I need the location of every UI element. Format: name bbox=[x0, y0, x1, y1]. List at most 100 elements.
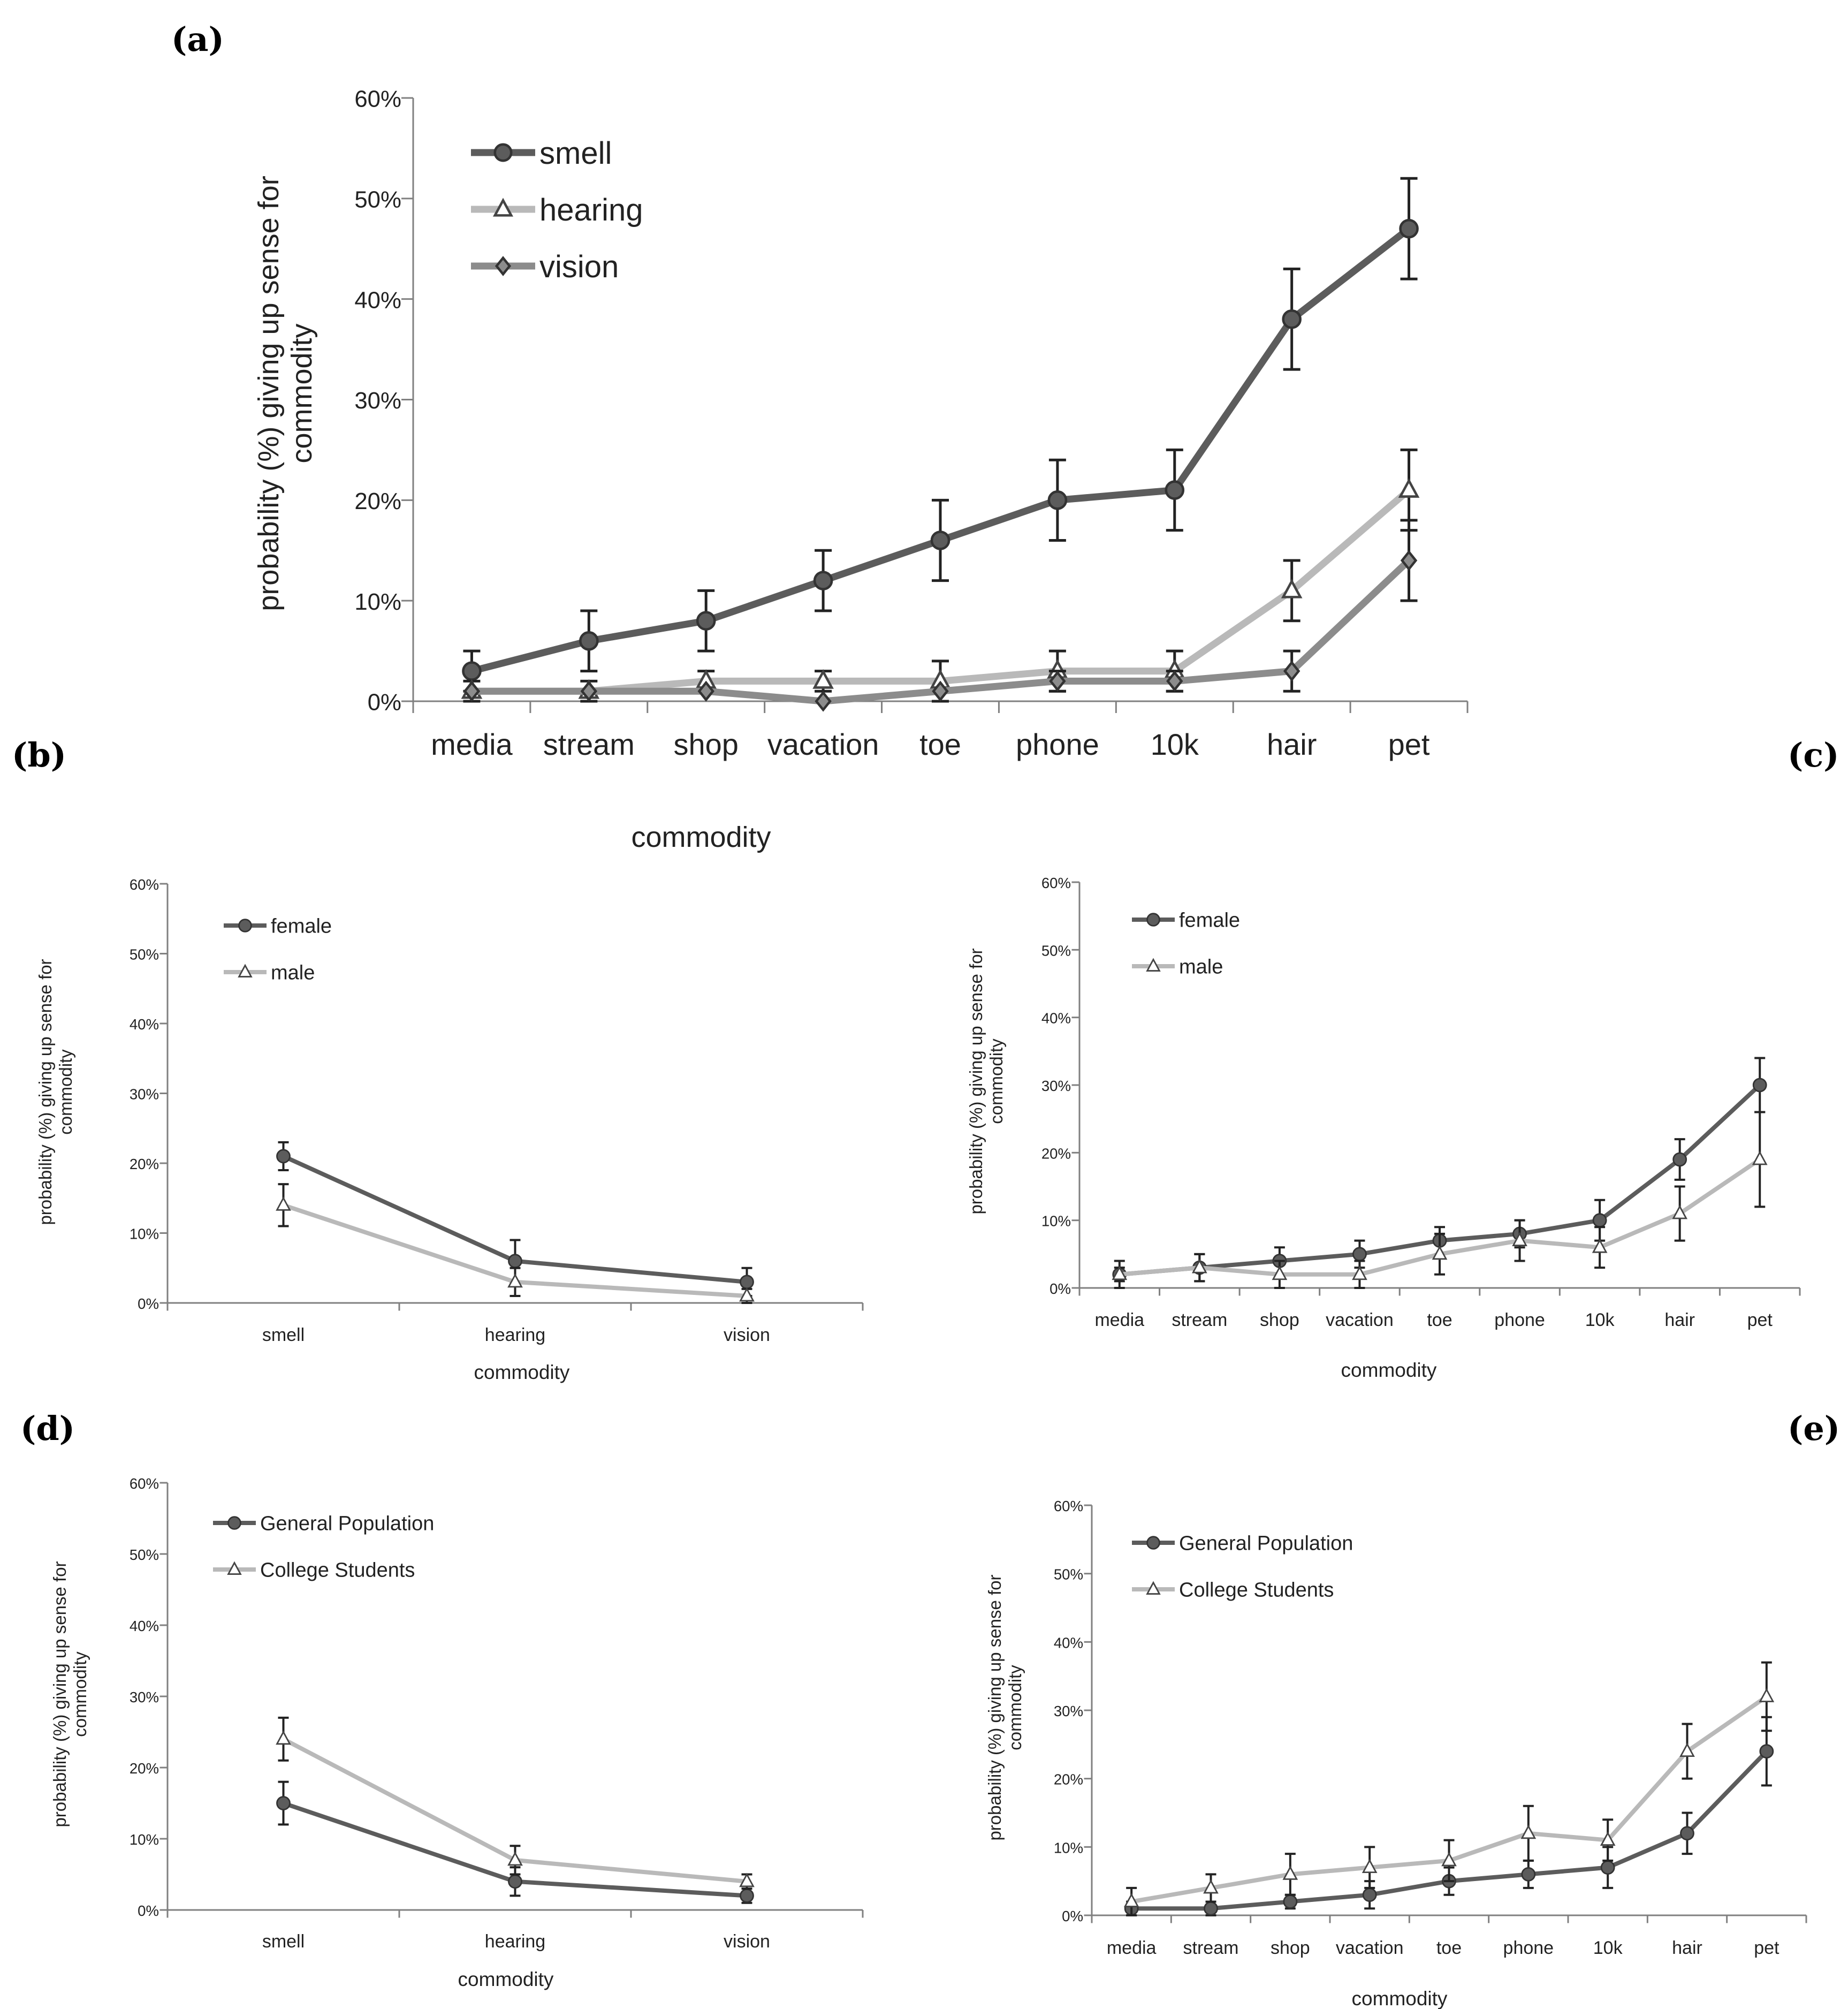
legend-label: male bbox=[1179, 956, 1223, 979]
legend-marker bbox=[1146, 913, 1160, 927]
chart-a: 0% 10% 20% 30% 40% 50% 60% media stream shop vacat… bbox=[253, 86, 1469, 853]
y-tick-label: 0% bbox=[1062, 1908, 1083, 1924]
data-point-pet bbox=[1752, 1078, 1767, 1093]
data-point-vacation bbox=[1362, 1859, 1378, 1874]
legend-item-general-population: General Population bbox=[1132, 1533, 1353, 1555]
x-tick-label-hair: hair bbox=[1267, 727, 1317, 761]
x-axis-title: commodity bbox=[1341, 1359, 1437, 1381]
y-tick-label: 10% bbox=[1054, 1839, 1083, 1856]
data-point-vacation bbox=[1352, 1265, 1367, 1280]
legend-marker bbox=[495, 256, 512, 276]
series-smell bbox=[462, 177, 1419, 693]
data-point-10k bbox=[1592, 1213, 1607, 1228]
data-point-10k bbox=[1165, 480, 1185, 500]
legend-item-college-students: College Students bbox=[1132, 1579, 1334, 1602]
chart-b: 0% 10% 20% 30% 40% 50% 60% smell hearing vision pr… bbox=[35, 876, 864, 1383]
data-point-hair bbox=[1679, 1742, 1695, 1757]
x-axis-title: commodity bbox=[474, 1361, 570, 1383]
y-tick-label: 20% bbox=[130, 1760, 159, 1777]
legend-label: female bbox=[271, 915, 332, 938]
y-tick-label: 10% bbox=[130, 1226, 159, 1242]
x-tick-label-vision: vision bbox=[724, 1931, 770, 1952]
y-tick-label: 20% bbox=[130, 1156, 159, 1172]
legend-item-female: female bbox=[1132, 909, 1240, 932]
x-tick-label-vision: vision bbox=[724, 1325, 770, 1345]
data-point-phone bbox=[1520, 1824, 1537, 1839]
x-tick-label-vacation: vacation bbox=[1336, 1938, 1404, 1958]
data-point-stream bbox=[1204, 1901, 1218, 1916]
x-tick-label-media: media bbox=[1094, 1310, 1144, 1330]
y-axis-title: probability (%) giving up sense forcommo… bbox=[253, 176, 318, 611]
x-axis-title: commodity bbox=[1352, 1988, 1448, 2009]
y-tick-label: 0% bbox=[1050, 1280, 1071, 1297]
data-point-shop bbox=[1283, 1894, 1298, 1909]
panel-label-c: (c) bbox=[1788, 736, 1839, 775]
data-point-stream bbox=[580, 680, 598, 702]
y-tick-label: 0% bbox=[138, 1902, 159, 1919]
data-point-toe bbox=[932, 680, 949, 702]
chart-d: 0% 10% 20% 30% 40% 50% 60% smell hearing vision pr… bbox=[50, 1475, 864, 1990]
data-point-pet bbox=[1400, 550, 1418, 571]
x-tick-label-vacation: vacation bbox=[767, 727, 879, 761]
legend-item-male: male bbox=[224, 962, 315, 984]
data-point-hearing bbox=[507, 1273, 523, 1288]
y-tick-label: 10% bbox=[1041, 1213, 1071, 1230]
legend-label: female bbox=[1179, 909, 1240, 932]
x-tick-label-hair: hair bbox=[1672, 1938, 1702, 1958]
data-point-pet bbox=[1752, 1150, 1768, 1165]
data-point-media bbox=[1123, 1893, 1139, 1907]
legend-marker bbox=[227, 1561, 242, 1575]
legend-item-hearing: hearing bbox=[471, 193, 643, 228]
y-axis-title: probability (%) giving up sense forcommo… bbox=[985, 1574, 1025, 1840]
data-point-smell bbox=[276, 1149, 291, 1164]
legend-marker bbox=[238, 964, 253, 977]
data-point-10k bbox=[1592, 1239, 1608, 1253]
data-point-stream bbox=[1203, 1879, 1219, 1894]
x-tick-label-pet: pet bbox=[1388, 727, 1430, 761]
y-axis-title: probability (%) giving up sense forcommo… bbox=[35, 959, 75, 1225]
x-tick-label-toe: toe bbox=[1436, 1938, 1462, 1958]
y-tick-label: 60% bbox=[130, 876, 159, 893]
legend-label: smell bbox=[539, 136, 612, 171]
x-tick-label-toe: toe bbox=[919, 727, 961, 761]
panel-label-b: (b) bbox=[12, 736, 66, 775]
x-tick-label-shop: shop bbox=[674, 727, 739, 761]
x-tick-label-hearing: hearing bbox=[485, 1325, 545, 1345]
x-tick-label-phone: phone bbox=[1016, 727, 1099, 761]
data-point-vacation bbox=[812, 669, 834, 689]
x-tick-label-vacation: vacation bbox=[1326, 1310, 1394, 1330]
data-point-10k bbox=[1600, 1860, 1615, 1875]
y-tick-label: 50% bbox=[130, 1546, 159, 1563]
x-tick-label-10k: 10k bbox=[1593, 1938, 1623, 1958]
data-point-smell bbox=[276, 1730, 291, 1745]
x-tick-label-phone: phone bbox=[1503, 1938, 1554, 1958]
x-tick-label-stream: stream bbox=[543, 727, 635, 761]
y-tick-label: 40% bbox=[130, 1016, 159, 1033]
data-point-toe bbox=[930, 530, 950, 550]
data-point-hair bbox=[1282, 309, 1302, 329]
data-point-pet bbox=[1759, 1688, 1775, 1702]
legend-label: College Students bbox=[1179, 1579, 1334, 1602]
data-point-vacation bbox=[813, 571, 833, 590]
y-tick-label: 30% bbox=[1041, 1078, 1071, 1094]
x-tick-label-pet: pet bbox=[1754, 1938, 1779, 1958]
y-tick-label: 60% bbox=[130, 1475, 159, 1492]
x-tick-label-stream: stream bbox=[1183, 1938, 1239, 1958]
y-tick-label: 40% bbox=[1041, 1010, 1071, 1027]
series-college-students bbox=[1123, 1661, 1775, 1916]
y-tick-label: 20% bbox=[1054, 1771, 1083, 1788]
data-point-hair bbox=[1672, 1152, 1687, 1167]
x-tick-label-pet: pet bbox=[1747, 1310, 1773, 1330]
data-point-hair bbox=[1672, 1204, 1688, 1219]
y-tick-label: 30% bbox=[130, 1689, 159, 1705]
y-tick-label: 50% bbox=[130, 946, 159, 963]
y-tick-label: 30% bbox=[1054, 1703, 1083, 1719]
x-tick-label-stream: stream bbox=[1172, 1310, 1227, 1330]
series-general-population bbox=[276, 1780, 754, 1904]
y-tick-label: 40% bbox=[1054, 1634, 1083, 1651]
data-point-phone bbox=[1512, 1232, 1527, 1246]
x-tick-label-hair: hair bbox=[1664, 1310, 1695, 1330]
data-point-smell bbox=[276, 1796, 291, 1810]
data-point-pet bbox=[1399, 218, 1419, 239]
data-point-phone bbox=[1047, 490, 1068, 510]
